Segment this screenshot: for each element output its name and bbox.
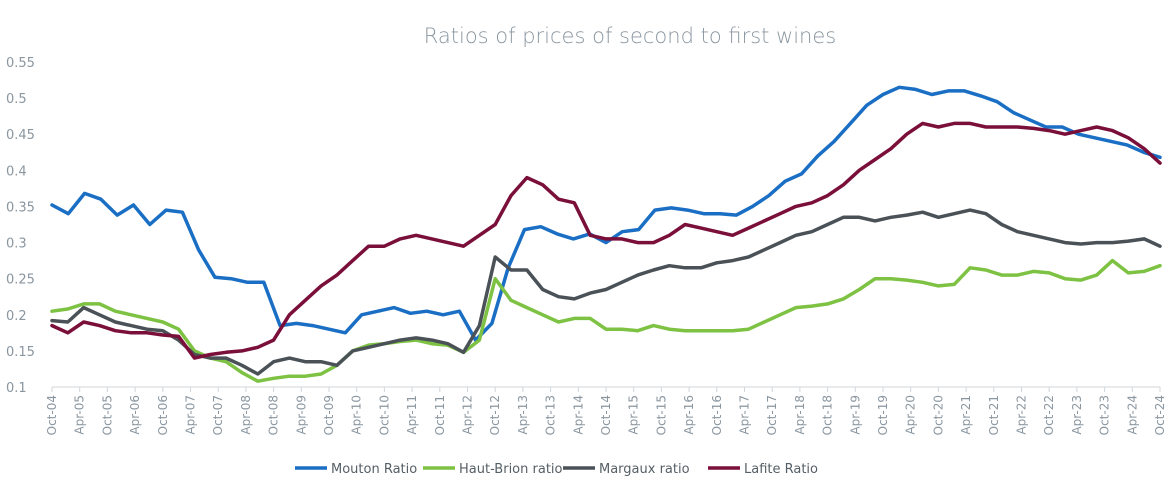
y-tick-label: 0.45 — [6, 128, 35, 143]
y-tick-label: 0.1 — [6, 381, 27, 396]
y-tick-label: 0.3 — [6, 237, 27, 252]
x-tick-label: Oct-24 — [1153, 395, 1167, 435]
x-tick-label: Apr-08 — [239, 395, 253, 435]
legend: Mouton Ratio Haut-Brion ratio Margaux rati… — [295, 462, 818, 477]
x-tick-label: Apr-21 — [959, 395, 973, 435]
y-tick-label: 0.4 — [6, 164, 27, 179]
x-tick-label: Apr-20 — [904, 395, 918, 435]
y-tick-label: 0.25 — [6, 273, 35, 288]
legend-label: Mouton Ratio — [331, 462, 417, 477]
series-line-haut-brion-ratio — [50, 258, 1162, 383]
y-axis: 0.1 0.15 0.2 0.25 0.3 0.35 0.4 0.45 0.5 0.55 — [6, 56, 35, 396]
legend-label: Lafite Ratio — [744, 462, 818, 477]
x-tick-label: Oct-07 — [211, 395, 225, 435]
x-tick-label: Apr-23 — [1070, 395, 1084, 435]
plot-area — [50, 85, 1162, 383]
x-tick-label: Oct-05 — [100, 395, 114, 435]
x-tick-label: Oct-12 — [488, 395, 502, 435]
x-tick-label: Apr-15 — [627, 395, 641, 435]
x-tick-label: Oct-15 — [654, 395, 668, 435]
series-line-mouton-ratio — [50, 85, 1162, 342]
x-tick-label: Apr-14 — [571, 395, 585, 435]
x-tick-label: Apr-12 — [461, 395, 475, 435]
x-tick-label: Apr-13 — [516, 395, 530, 435]
y-tick-label: 0.2 — [6, 309, 27, 324]
x-tick-label: Apr-16 — [682, 395, 696, 435]
x-tick-label: Apr-11 — [405, 395, 419, 435]
x-tick-label: Oct-06 — [156, 395, 170, 435]
legend-label: Margaux ratio — [599, 462, 690, 477]
x-tick-label: Oct-13 — [544, 395, 558, 435]
x-tick-label: Apr-22 — [1015, 395, 1029, 435]
x-tick-label: Apr-17 — [738, 395, 752, 435]
x-tick-label: Apr-07 — [184, 395, 198, 435]
x-tick-label: Oct-22 — [1042, 395, 1056, 435]
legend-label: Haut-Brion ratio — [459, 462, 563, 477]
x-tick-label: Oct-10 — [377, 395, 391, 435]
x-tick-label: Apr-06 — [128, 395, 142, 435]
y-tick-label: 0.15 — [6, 345, 35, 360]
y-tick-label: 0.55 — [6, 56, 35, 71]
x-tick-label: Oct-11 — [433, 395, 447, 435]
x-tick-label: Oct-20 — [931, 395, 945, 435]
chart-title: Ratios of prices of second to first wine… — [424, 24, 836, 48]
x-tick-label: Apr-09 — [294, 395, 308, 435]
y-tick-label: 0.35 — [6, 200, 35, 215]
x-tick-label: Apr-05 — [73, 395, 87, 435]
x-tick-label: Oct-18 — [821, 395, 835, 435]
x-tick-label: Apr-10 — [350, 395, 364, 435]
x-tick-label: Oct-19 — [876, 395, 890, 435]
series-line-margaux-ratio — [50, 208, 1162, 376]
y-tick-label: 0.5 — [6, 92, 27, 107]
x-tick-label: Apr-18 — [793, 395, 807, 435]
x-tick-label: Oct-17 — [765, 395, 779, 435]
x-tick-label: Oct-04 — [45, 395, 59, 435]
x-tick-label: Oct-23 — [1098, 395, 1112, 435]
series-line-lafite-ratio — [50, 121, 1162, 360]
x-tick-label: Oct-08 — [267, 395, 281, 435]
x-tick-label: Apr-24 — [1125, 395, 1139, 435]
x-tick-label: Apr-19 — [848, 395, 862, 435]
x-tick-label: Oct-21 — [987, 395, 1001, 435]
x-tick-label: Oct-14 — [599, 395, 613, 435]
x-axis: Oct-04 Apr-05 Oct-05 Apr-06 Oct-06 Apr-07 Oct-… — [45, 386, 1167, 435]
x-tick-label: Oct-09 — [322, 395, 336, 435]
x-tick-label: Oct-16 — [710, 395, 724, 435]
